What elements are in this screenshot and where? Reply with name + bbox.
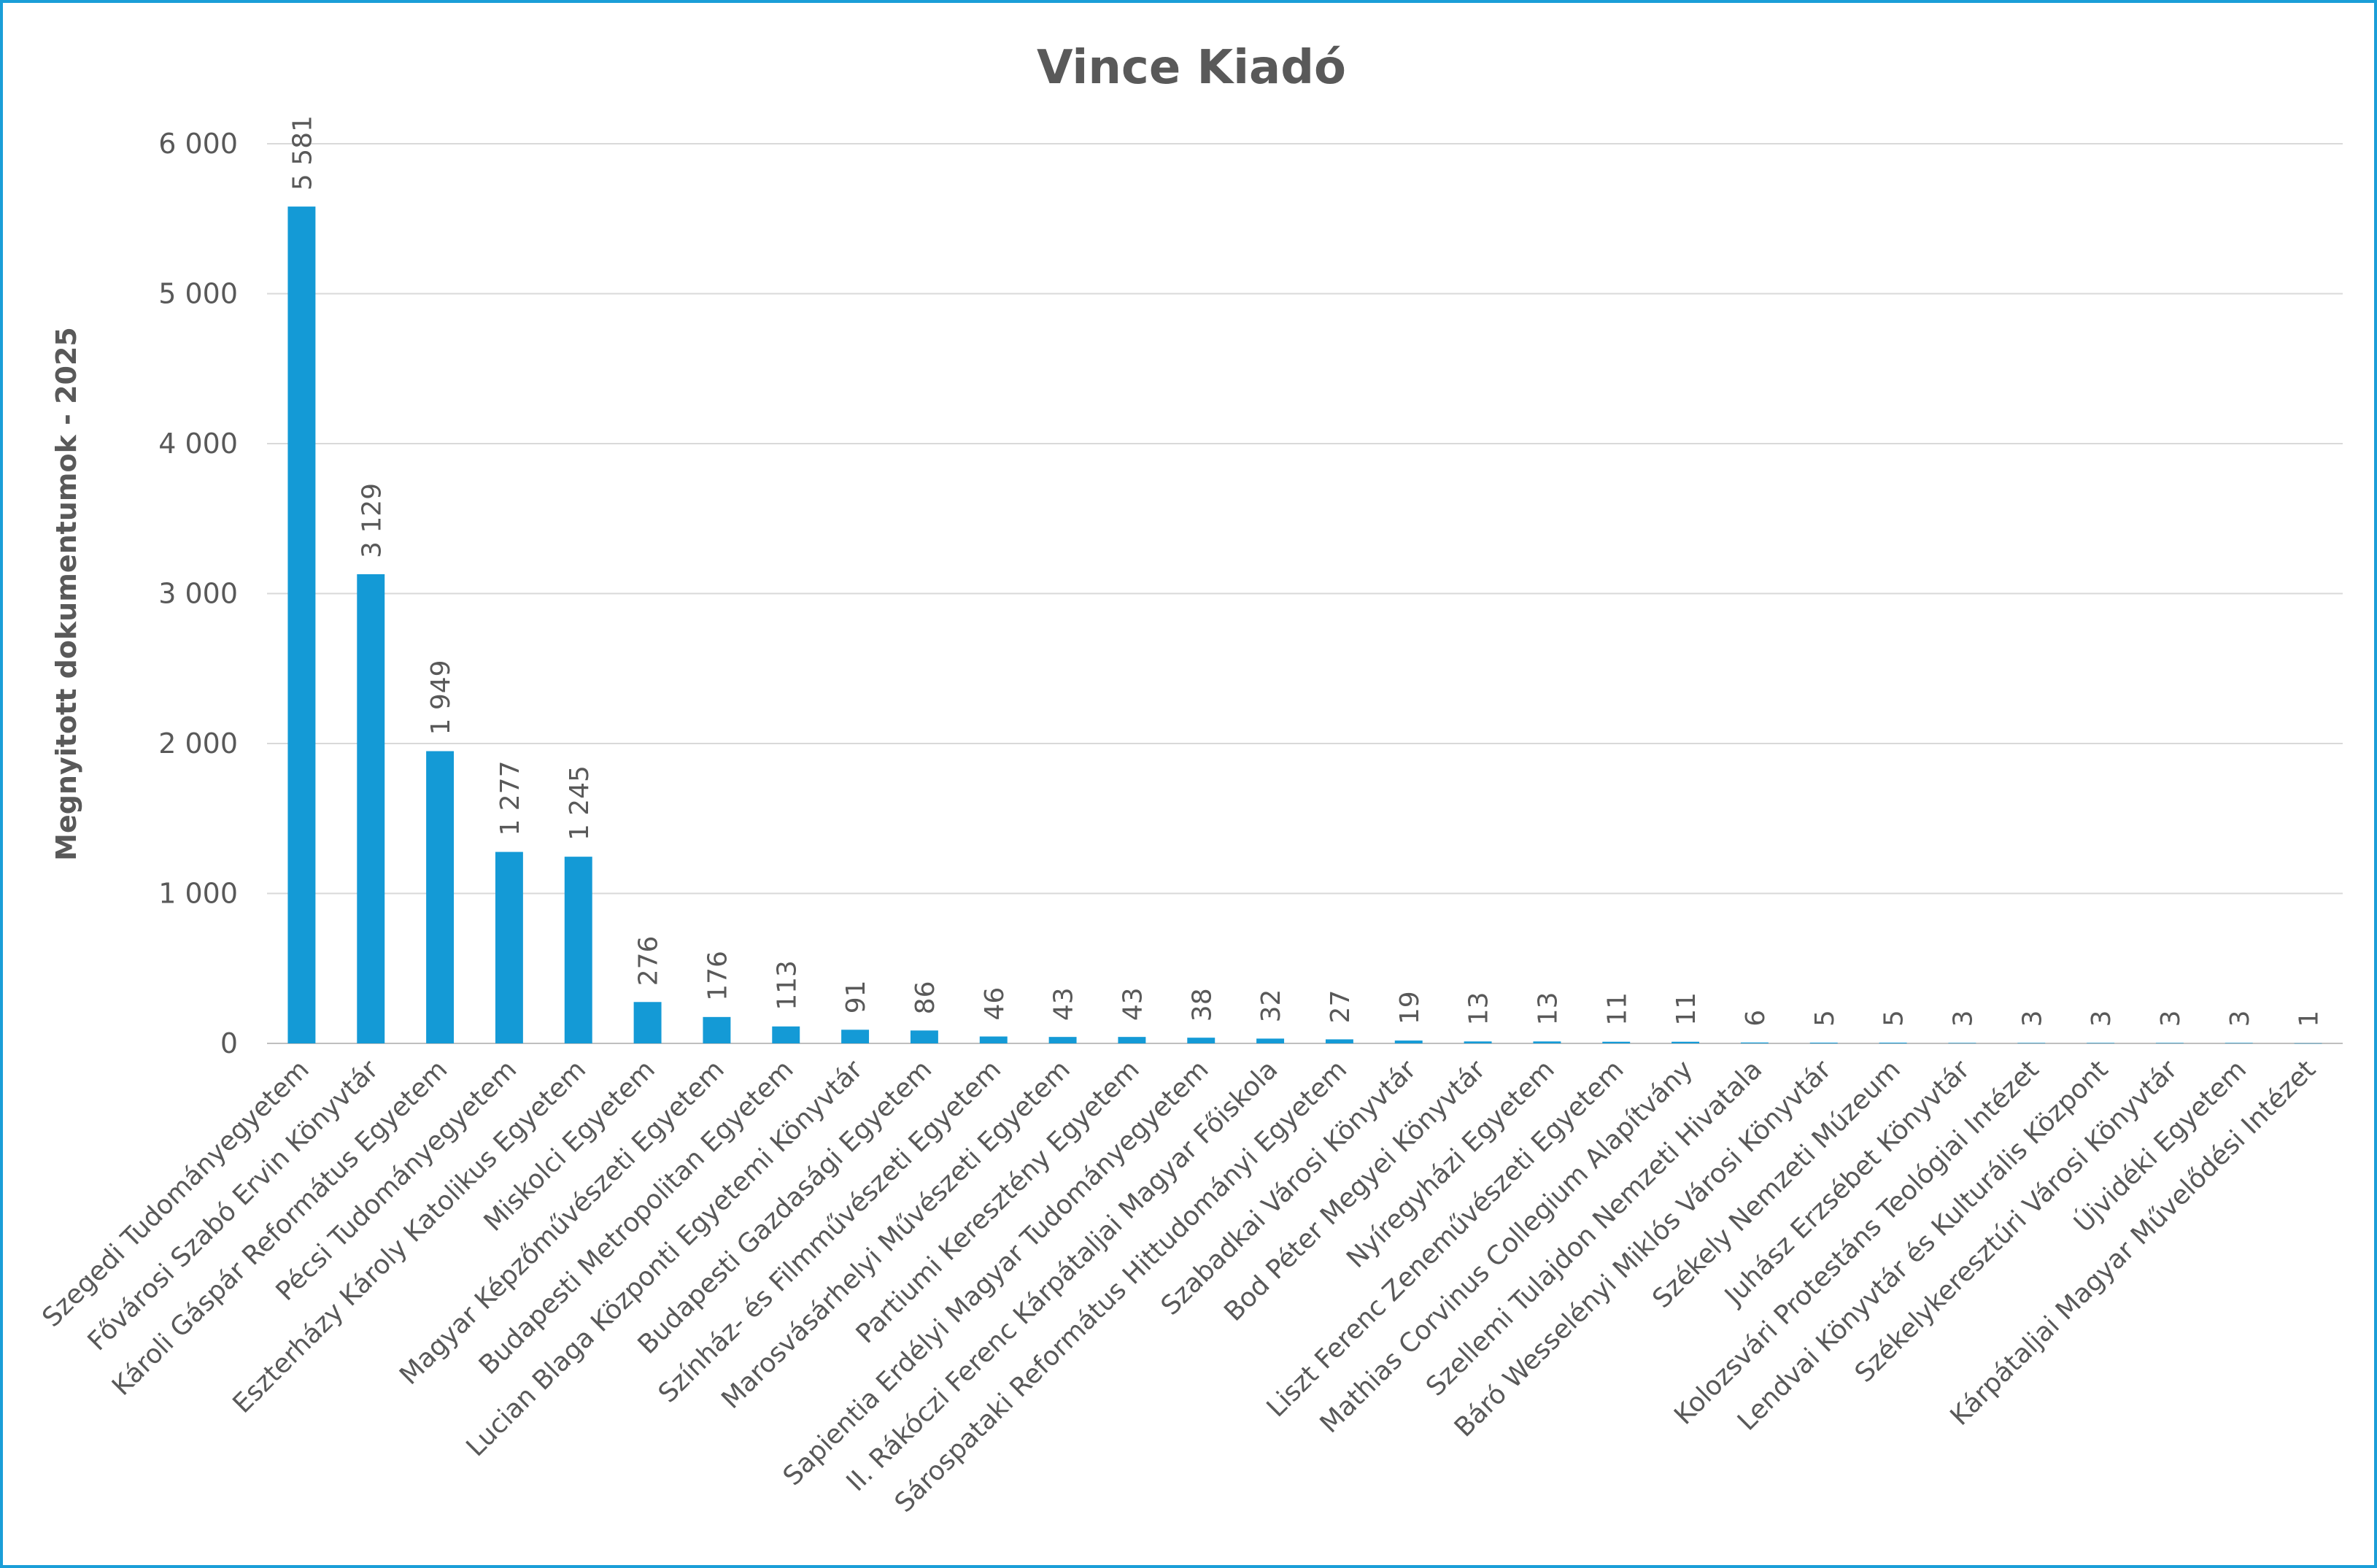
- data-label: 1 277: [495, 761, 525, 836]
- data-label: 176: [703, 951, 733, 1001]
- y-axis-ticks: 0 1 000 2 000 3 000 4 000 5 000 6 000: [158, 128, 238, 1059]
- gridlines: [267, 143, 2343, 1044]
- bar: [357, 573, 385, 1043]
- bar: [1256, 1038, 1285, 1043]
- bar: [2294, 1043, 2322, 1044]
- data-label: 43: [1049, 987, 1079, 1021]
- data-label: 1 245: [565, 765, 595, 841]
- y-tick-label: 3 000: [158, 578, 238, 610]
- data-label: 5 581: [287, 115, 317, 190]
- data-label: 38: [1187, 988, 1217, 1021]
- bar: [1602, 1041, 1631, 1043]
- y-tick-label: 5 000: [158, 278, 238, 310]
- y-axis-label: Megnyitott dokumentumok - 2025: [50, 327, 82, 861]
- data-label: 6: [1741, 1010, 1771, 1027]
- y-tick-label: 6 000: [158, 128, 238, 160]
- bar: [910, 1030, 938, 1043]
- y-tick-label: 0: [220, 1027, 238, 1059]
- data-label: 11: [1602, 992, 1632, 1026]
- category-label: Szegedi Tudományegyetem: [36, 1054, 314, 1332]
- data-label: 27: [1326, 990, 1356, 1024]
- data-label: 3: [2156, 1010, 2186, 1027]
- data-label: 3: [2087, 1010, 2117, 1027]
- bar: [979, 1036, 1008, 1043]
- y-tick-label: 2 000: [158, 727, 238, 760]
- bar: [287, 206, 316, 1043]
- bar-chart: Vince Kiadó Megnyitott dokumentumok - 20…: [36, 41, 2343, 1518]
- data-label: 19: [1395, 991, 1425, 1024]
- bar: [772, 1026, 800, 1043]
- data-label: 1 949: [426, 660, 456, 735]
- bar: [841, 1030, 870, 1043]
- data-label: 46: [980, 987, 1010, 1021]
- data-label: 32: [1256, 989, 1286, 1023]
- bar: [1187, 1038, 1215, 1043]
- bar: [703, 1016, 731, 1043]
- data-label: 113: [772, 960, 802, 1011]
- data-label: 13: [1533, 992, 1563, 1026]
- bar: [1533, 1041, 1561, 1043]
- bar: [426, 751, 455, 1043]
- bar: [1671, 1041, 1700, 1043]
- bar: [1394, 1040, 1423, 1043]
- bars: [287, 206, 2322, 1044]
- data-label: 1: [2295, 1011, 2324, 1027]
- data-label: 3: [2225, 1010, 2255, 1027]
- data-label: 3: [1948, 1010, 1978, 1027]
- data-label: 5: [1810, 1010, 1840, 1027]
- data-label: 91: [841, 980, 871, 1013]
- bar: [1464, 1041, 1492, 1043]
- data-label: 11: [1671, 992, 1701, 1026]
- bar: [1325, 1039, 1353, 1043]
- category-label: Sárospataki Református Hittudományi Egye…: [889, 1054, 1353, 1518]
- y-tick-label: 1 000: [158, 878, 238, 910]
- data-label: 13: [1464, 992, 1494, 1026]
- chart-title: Vince Kiadó: [1037, 41, 1346, 95]
- data-label: 276: [634, 936, 664, 986]
- bar: [495, 851, 523, 1043]
- data-label: 3 129: [357, 483, 387, 558]
- data-label: 5: [1879, 1010, 1909, 1027]
- bar: [564, 857, 592, 1043]
- data-label: 3: [2017, 1010, 2047, 1027]
- y-tick-label: 4 000: [158, 428, 238, 460]
- bar: [1118, 1037, 1146, 1043]
- bar: [1048, 1037, 1077, 1043]
- data-label: 86: [911, 981, 940, 1015]
- bar: [633, 1002, 662, 1043]
- data-label: 43: [1118, 987, 1148, 1021]
